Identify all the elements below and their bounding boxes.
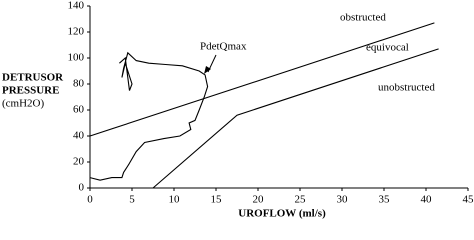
y-label: (cmH2O): [2, 98, 44, 110]
x-tick-label: 20: [253, 194, 265, 206]
y-tick-label: 80: [73, 78, 85, 90]
y-tick-label: 60: [73, 104, 85, 116]
y-label: PRESSURE: [2, 85, 59, 97]
x-tick-label: 45: [463, 194, 474, 206]
y-tick-label: 140: [68, 0, 85, 12]
y-tick-label: 100: [68, 52, 85, 64]
region-label: unobstructed: [378, 82, 435, 94]
y-tick-label: 40: [73, 130, 85, 142]
line: [89, 22, 435, 137]
region-label: equivocal: [366, 42, 409, 54]
line: [152, 48, 439, 189]
line: [89, 51, 209, 181]
x-tick-label: 25: [295, 194, 307, 206]
arrow-head: [204, 66, 211, 74]
x-tick-label: 40: [421, 194, 433, 206]
x-tick-label: 0: [87, 194, 93, 206]
chart: DETRUSOR PRESSURE (cmH2O) UROFLOW (ml/s)…: [2, 0, 474, 220]
y-tick-label: 0: [79, 182, 85, 194]
x-tick-label: 5: [129, 194, 135, 206]
y-tick-label: 20: [73, 156, 85, 168]
annotation: PdetQmax: [200, 41, 247, 53]
y-label: DETRUSOR: [2, 72, 64, 84]
x-tick-label: 30: [337, 194, 349, 206]
x-tick-label: 35: [379, 194, 391, 206]
x-tick-label: 15: [211, 194, 223, 206]
x-label: UROFLOW (ml/s): [238, 208, 326, 220]
region-label: obstructed: [340, 12, 386, 24]
x-tick-label: 10: [169, 194, 181, 206]
y-tick-label: 120: [68, 26, 85, 38]
